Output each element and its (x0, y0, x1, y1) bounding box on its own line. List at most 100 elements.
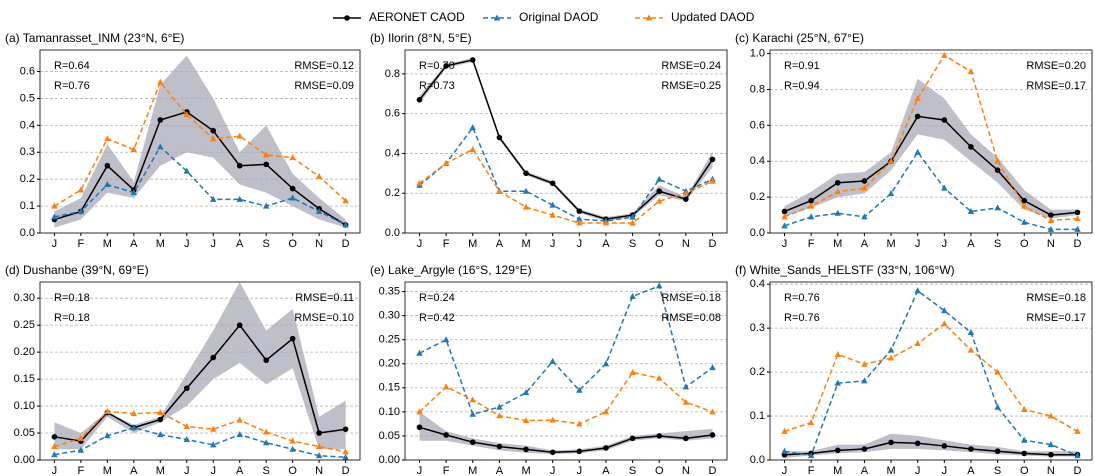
stat-annotation: R=0.70 (419, 60, 455, 72)
legend-text: Updated DAOD (671, 10, 755, 24)
point (781, 427, 788, 434)
point (1047, 441, 1055, 448)
stat-annotation: RMSE=0.09 (294, 80, 354, 92)
subplot: 0.00 0.05 0.10 0.15 0.20 0.25 0.30 0.35 J F M A M J J A… (370, 263, 728, 476)
point (183, 111, 190, 118)
point (210, 195, 217, 202)
point (1021, 405, 1028, 412)
point (342, 453, 349, 460)
point (629, 435, 636, 442)
y-tick-label: 0.8 (385, 68, 400, 80)
point (781, 208, 788, 215)
point (656, 433, 663, 439)
point (549, 211, 556, 218)
y-tick-label: 0.2 (20, 173, 35, 185)
point (104, 162, 111, 169)
point (493, 14, 501, 21)
point (656, 282, 663, 289)
y-tick-label: 0.35 (379, 286, 400, 298)
y-tick-label: 0.25 (14, 319, 35, 331)
y-tick-label: 0.4 (750, 155, 765, 167)
point (994, 448, 1001, 455)
x-tick-label: M (521, 465, 530, 476)
x-tick-label: M (103, 238, 112, 250)
point (602, 408, 610, 415)
point (263, 161, 269, 168)
x-tick-label: J (210, 238, 216, 250)
legend-text: AERONET CAOD (369, 10, 465, 24)
point (656, 374, 663, 381)
point (1021, 202, 1028, 209)
x-tick-label: A (602, 238, 610, 250)
point (469, 124, 476, 131)
point (709, 177, 716, 184)
y-tick-label: 0.3 (750, 322, 765, 334)
y-tick-label: 0.0 (385, 227, 400, 239)
stat-annotation: R=0.76 (54, 80, 90, 92)
point (289, 194, 296, 201)
x-tick-label: J (782, 465, 788, 476)
point (834, 188, 841, 195)
x-tick-label: S (994, 465, 1001, 476)
point (941, 307, 948, 314)
series-line (419, 126, 713, 222)
point (629, 368, 636, 375)
point (522, 187, 530, 194)
x-tick-label: M (468, 238, 477, 250)
legend: AERONET CAOD Original DAOD Updated DAOD (333, 10, 755, 24)
y-tick-label: 0.2 (750, 191, 765, 203)
point (1021, 197, 1028, 204)
series-line (54, 111, 346, 226)
point (914, 287, 921, 294)
point (1074, 209, 1081, 216)
x-tick-label: J (577, 238, 583, 250)
subplot: 0.00 0.05 0.10 0.15 0.20 0.25 0.30 J F M A M J J A S O N D… (5, 263, 361, 476)
point (967, 207, 975, 214)
plot-frame (769, 49, 1093, 234)
point (834, 209, 841, 216)
chart-title: (e) Lake_Argyle (16°S, 129°E) (370, 263, 532, 277)
point (469, 410, 476, 417)
point (342, 197, 349, 204)
x-tick-label: M (521, 238, 530, 250)
y-tick-label: 0.25 (379, 334, 400, 346)
stat-annotation: RMSE=0.17 (1026, 80, 1086, 92)
chart-title: (f) White_Sands_HELSTF (33°N, 106°W) (735, 263, 955, 277)
y-tick-label: 0.10 (14, 400, 35, 412)
x-tick-label: F (808, 238, 815, 250)
x-tick-label: A (236, 465, 244, 476)
x-tick-label: M (886, 238, 895, 250)
point (682, 189, 690, 196)
plot-frame (769, 281, 1093, 461)
point (442, 336, 450, 343)
point (888, 439, 894, 446)
chart-title: (c) Karachi (25°N, 67°E) (735, 31, 864, 45)
point (807, 202, 815, 209)
x-tick-label: O (655, 465, 664, 476)
point (262, 202, 270, 209)
point (316, 430, 322, 436)
point (629, 219, 636, 226)
point (968, 144, 974, 150)
point (342, 448, 349, 455)
point (236, 132, 243, 139)
point (914, 340, 921, 347)
x-tick-label: J (550, 465, 556, 476)
point (968, 446, 974, 452)
point (77, 207, 85, 214)
x-tick-label: O (288, 465, 297, 476)
point (576, 215, 583, 222)
series-line (54, 426, 346, 459)
point (416, 179, 423, 186)
point (861, 178, 868, 184)
point (549, 416, 556, 423)
y-tick-label: 0.0 (750, 454, 765, 466)
x-tick-label: S (629, 465, 636, 476)
x-tick-label: M (156, 238, 165, 250)
point (496, 187, 503, 194)
point (914, 94, 921, 101)
point (262, 439, 270, 446)
x-tick-label: J (782, 238, 788, 250)
point (994, 403, 1001, 410)
x-tick-label: F (443, 465, 450, 476)
